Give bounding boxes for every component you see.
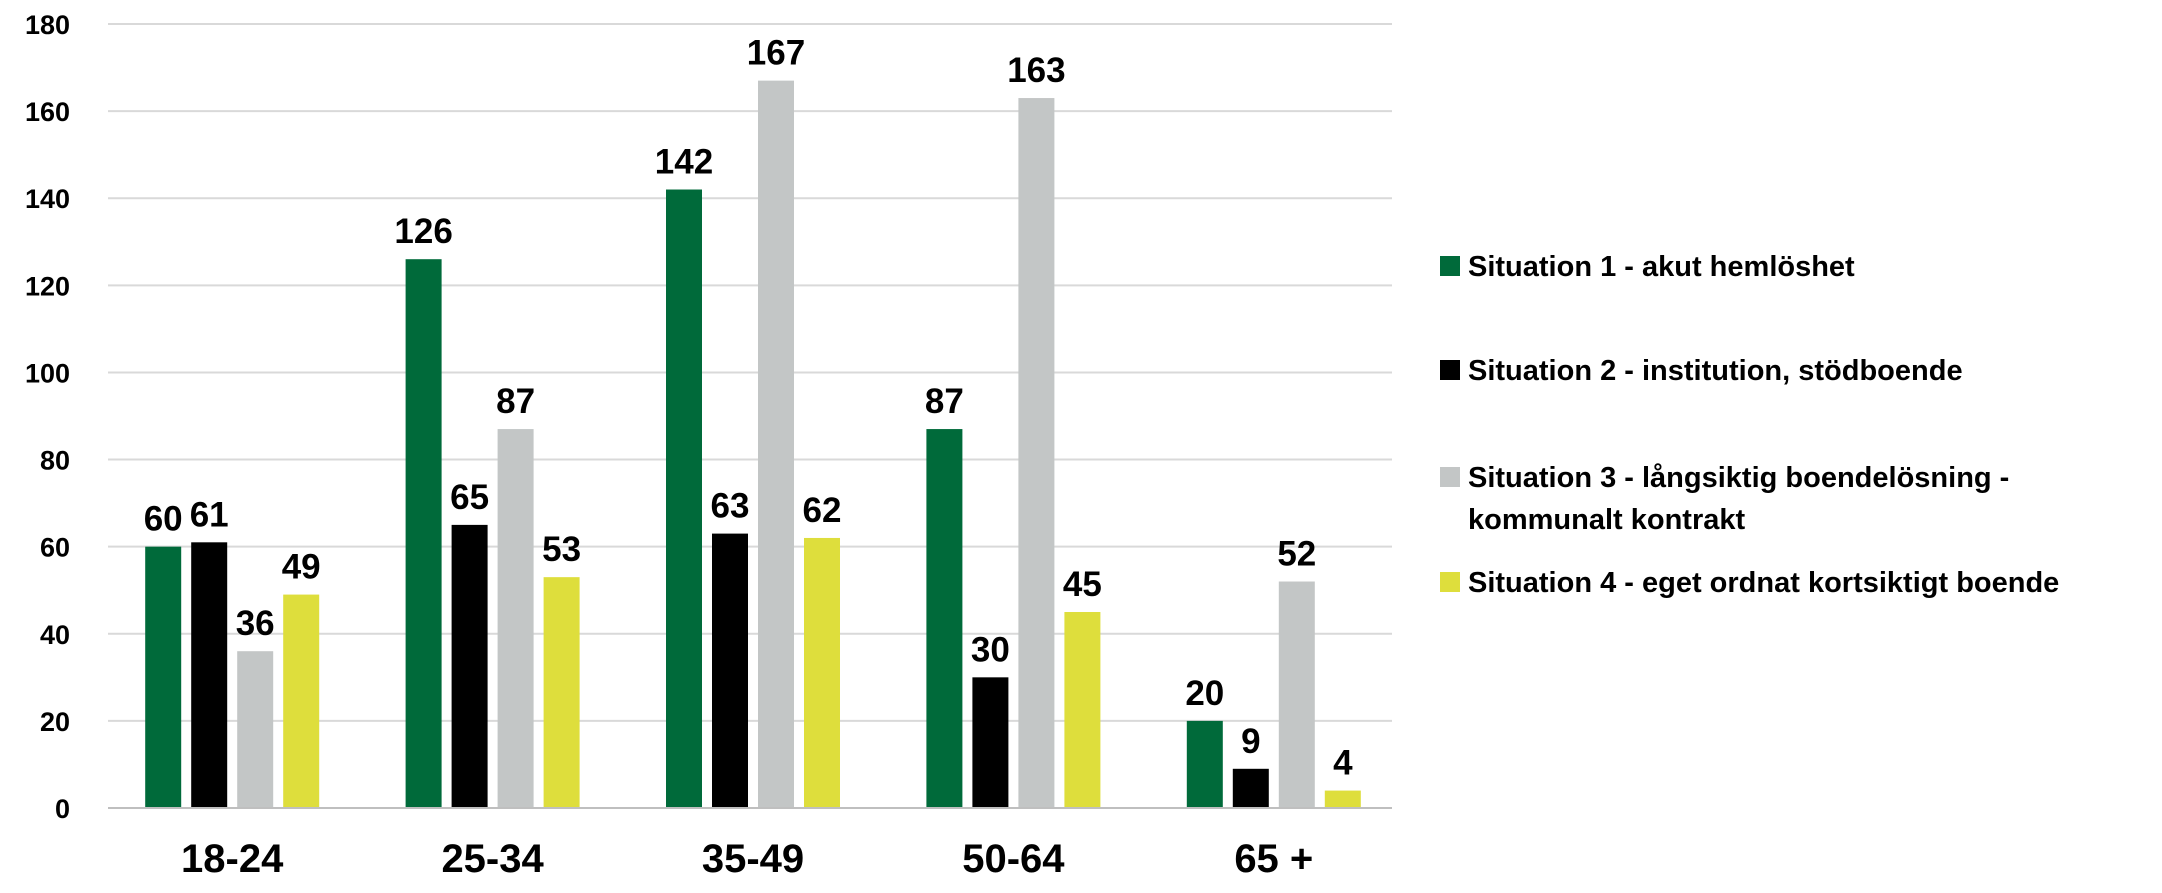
y-tick-label: 100 (25, 358, 70, 388)
data-label: 126 (394, 212, 452, 251)
legend-label: Situation 2 - institution, stödboende (1468, 355, 1963, 387)
y-tick-label: 180 (25, 10, 70, 40)
bar (1232, 768, 1269, 808)
y-tick-label: 20 (40, 707, 70, 737)
data-label: 163 (1007, 51, 1065, 90)
y-tick-label: 160 (25, 97, 70, 127)
legend-label: Situation 4 - eget ordnat kortsiktigt bo… (1468, 567, 2059, 599)
y-tick-label: 40 (40, 620, 70, 650)
x-tick-label: 25-34 (441, 837, 544, 881)
bar (758, 80, 794, 809)
legend-swatch (1440, 467, 1460, 487)
legend: Situation 1 - akut hemlöshet Situation 2 … (1440, 251, 2059, 599)
bar (926, 429, 963, 808)
data-label: 20 (1185, 674, 1224, 713)
x-tick-label: 18-24 (181, 837, 284, 881)
bar (145, 546, 182, 808)
data-label: 4 (1333, 744, 1353, 783)
y-axis: 0 20 40 60 80 100 120 140 160 180 (25, 10, 70, 824)
data-label: 65 (450, 478, 489, 517)
y-tick-label: 60 (40, 533, 70, 563)
gridlines (108, 23, 1392, 722)
bars (145, 80, 1361, 809)
data-label: 61 (190, 495, 229, 534)
data-label: 167 (747, 34, 805, 73)
data-label: 52 (1277, 535, 1316, 574)
x-axis: 18-24 25-34 35-49 50-64 65 + (108, 807, 1392, 881)
legend-swatch (1440, 572, 1460, 592)
bar (451, 524, 488, 808)
data-label: 142 (655, 143, 713, 182)
y-tick-label: 0 (55, 794, 70, 824)
bar (1064, 612, 1101, 808)
y-tick-label: 120 (25, 271, 70, 301)
bar (972, 677, 1009, 808)
bar (804, 537, 840, 808)
legend-swatch (1440, 360, 1460, 380)
x-tick-label: 35-49 (702, 837, 804, 881)
bar (1278, 581, 1315, 808)
legend-label: Situation 3 - långsiktig boendelösning - (1468, 462, 2009, 494)
x-tick-label: 50-64 (962, 837, 1065, 881)
legend-swatch (1440, 256, 1460, 276)
legend-label: kommunalt kontrakt (1468, 504, 1745, 536)
legend-label: Situation 1 - akut hemlöshet (1468, 251, 1855, 283)
bar (191, 542, 228, 808)
data-label: 9 (1241, 722, 1260, 761)
data-label: 63 (711, 487, 750, 526)
data-label: 60 (144, 500, 183, 539)
data-label: 53 (542, 530, 581, 569)
bar (543, 577, 580, 808)
bar (405, 259, 442, 808)
y-tick-label: 140 (25, 184, 70, 214)
bar (1186, 720, 1223, 808)
bar (666, 189, 702, 808)
bar (237, 651, 274, 808)
bar (712, 533, 748, 808)
data-label: 87 (925, 382, 964, 421)
y-tick-label: 80 (40, 446, 70, 476)
bar (1018, 98, 1055, 809)
data-label: 49 (282, 548, 321, 587)
bar (1324, 790, 1361, 808)
x-tick-label: 65 + (1234, 837, 1313, 881)
data-label: 87 (496, 382, 535, 421)
data-label: 45 (1063, 565, 1102, 604)
data-label: 36 (236, 604, 275, 643)
data-label: 62 (803, 491, 842, 530)
bar (283, 594, 320, 808)
data-label: 30 (971, 630, 1010, 669)
bar (497, 429, 534, 808)
